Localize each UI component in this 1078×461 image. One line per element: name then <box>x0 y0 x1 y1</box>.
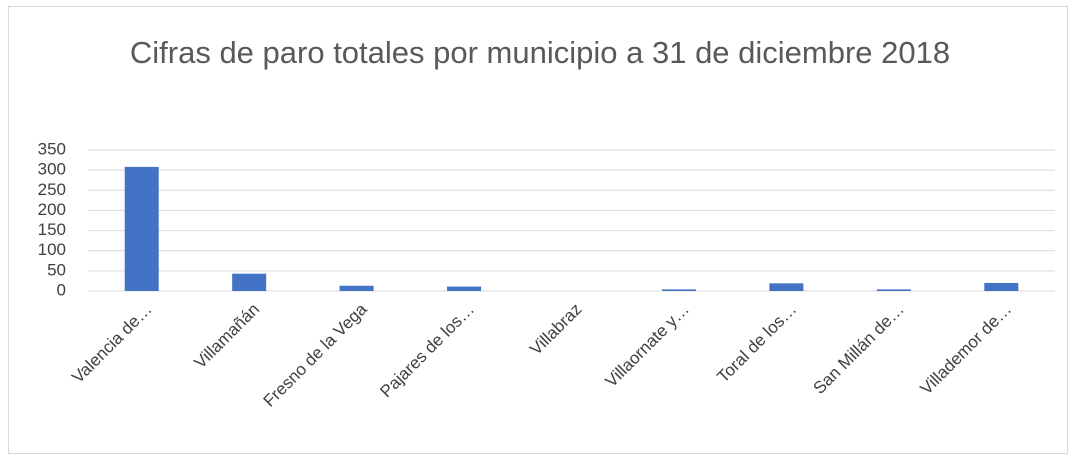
x-tick-label: Villamañán <box>190 300 263 373</box>
y-tick-label: 200 <box>38 200 66 219</box>
y-tick-label: 250 <box>38 180 66 199</box>
y-tick-label: 300 <box>38 160 66 179</box>
x-tick-label: Fresno de la Vega <box>260 299 371 410</box>
bar <box>124 166 159 291</box>
bar <box>232 273 267 291</box>
chart-frame <box>8 6 1068 454</box>
y-tick-label: 100 <box>38 240 66 259</box>
x-tick-label: Villabraz <box>526 300 585 359</box>
bar <box>339 285 374 291</box>
bar <box>984 282 1019 291</box>
x-tick-label: Pajares de los… <box>376 300 478 402</box>
x-tick-label: Valencia de… <box>68 300 155 387</box>
bar <box>876 289 911 291</box>
chart-title: Cifras de paro totales por municipio a 3… <box>129 35 951 70</box>
y-tick-label: 150 <box>38 220 66 239</box>
bar <box>661 289 696 291</box>
x-tick-label: Villademor de… <box>917 300 1016 399</box>
x-tick-label: San Millán de… <box>810 300 908 398</box>
x-tick-label: Toral de los… <box>713 300 800 387</box>
bar <box>769 283 804 291</box>
x-tick-label: Villaornate y… <box>602 300 693 391</box>
bar <box>447 286 482 291</box>
y-tick-label: 0 <box>57 280 66 299</box>
y-tick-label: 50 <box>47 260 66 279</box>
y-tick-label: 350 <box>38 139 66 158</box>
